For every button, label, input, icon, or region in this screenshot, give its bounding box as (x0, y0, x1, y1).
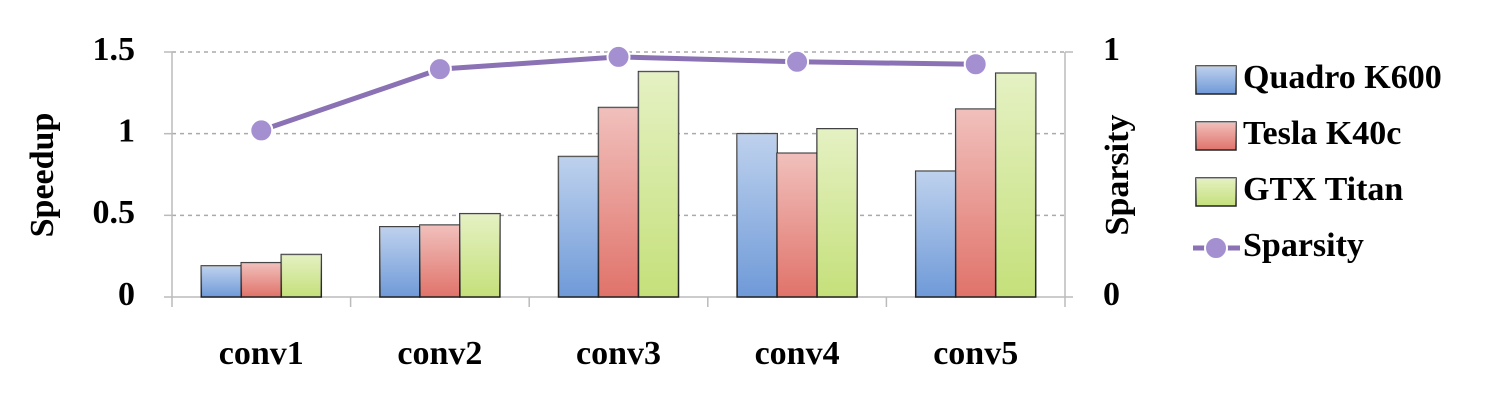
y-tick-label: 1.5 (93, 31, 136, 68)
y2-tick-label: 1 (1103, 31, 1120, 68)
y-tick-label: 0.5 (93, 194, 136, 231)
line-marker (785, 49, 810, 74)
bar-shine (995, 73, 1036, 297)
y-axis-label: Speedup (24, 113, 61, 238)
legend-label: Sparsity (1243, 227, 1364, 264)
bar-shine (241, 262, 282, 297)
bar-shine (955, 109, 996, 298)
bar-shine (737, 133, 778, 297)
x-tick-label: conv1 (219, 335, 304, 372)
legend-swatch-shine (1196, 122, 1236, 150)
bar-shine (638, 71, 679, 297)
line-marker (606, 44, 631, 69)
bar-shine (777, 153, 818, 297)
bar-shine (558, 156, 599, 297)
line-marker (963, 52, 988, 77)
bar-shine (598, 107, 639, 298)
legend-label: Tesla K40c (1243, 115, 1401, 152)
legend-label: GTX Titan (1243, 171, 1403, 208)
bar-shine (379, 226, 420, 297)
legend-label: Quadro K600 (1243, 59, 1442, 96)
line-marker (427, 57, 452, 82)
y2-tick-label: 0 (1103, 276, 1120, 313)
x-tick-label: conv4 (755, 335, 840, 372)
bar-shine (915, 171, 956, 297)
bar-shine (459, 213, 500, 297)
x-tick-label: conv5 (933, 335, 1018, 372)
bar-shine (201, 265, 242, 297)
line-marker (249, 118, 274, 143)
bar-shine (817, 128, 858, 297)
legend-swatch-shine (1196, 178, 1236, 206)
x-tick-label: conv2 (397, 335, 482, 372)
y-tick-label: 1 (118, 112, 135, 149)
y2-axis-label: Sparsity (1099, 115, 1136, 236)
x-tick-label: conv3 (576, 335, 661, 372)
bar-shine (281, 254, 322, 297)
bar-shine (419, 225, 460, 297)
legend-swatch-shine (1196, 66, 1236, 94)
legend-marker (1204, 236, 1228, 260)
y-tick-label: 0 (118, 276, 135, 313)
